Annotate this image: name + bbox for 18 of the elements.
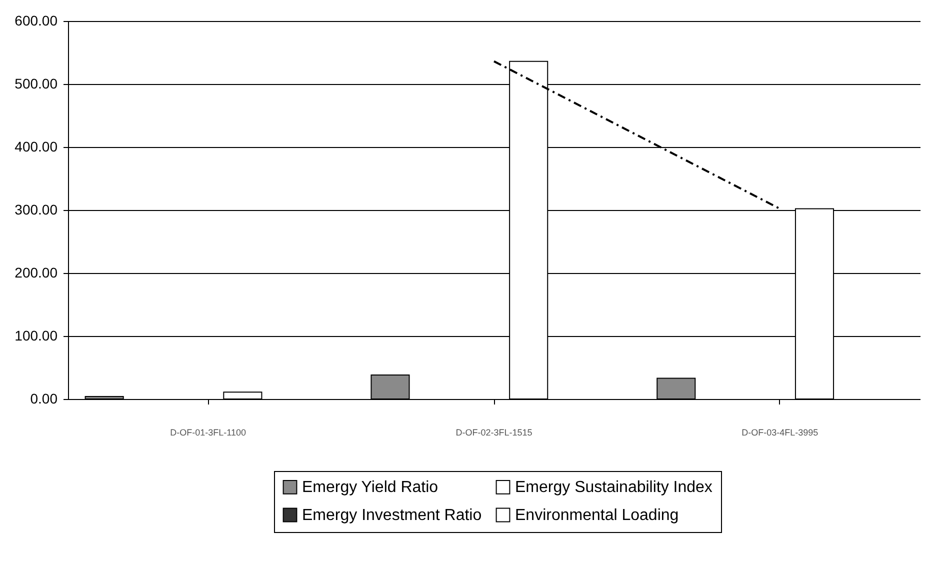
y-tick-label: 0.00 <box>30 390 58 406</box>
x-tick-label: D-OF-03-4FL-3995 <box>742 428 818 438</box>
legend-label: Emergy Investment Ratio <box>302 507 482 524</box>
y-tick-label: 300.00 <box>14 202 58 218</box>
legend-label: Emergy Sustainability Index <box>515 479 712 496</box>
bar <box>656 378 696 400</box>
bar <box>84 396 124 400</box>
x-tick-label: D-OF-02-3FL-1515 <box>456 428 532 438</box>
y-tick-label: 400.00 <box>14 138 58 154</box>
y-tick-label: 200.00 <box>14 264 58 280</box>
y-tick-label: 500.00 <box>14 76 58 92</box>
legend-label: Emergy Yield Ratio <box>302 479 438 496</box>
bar <box>223 392 262 400</box>
y-tick-label: 600.00 <box>14 12 58 28</box>
x-tick-label: D-OF-01-3FL-1100 <box>170 428 246 438</box>
legend-label: Environmental Loading <box>515 507 679 524</box>
y-tick-label: 100.00 <box>14 328 58 344</box>
bar <box>370 374 410 400</box>
